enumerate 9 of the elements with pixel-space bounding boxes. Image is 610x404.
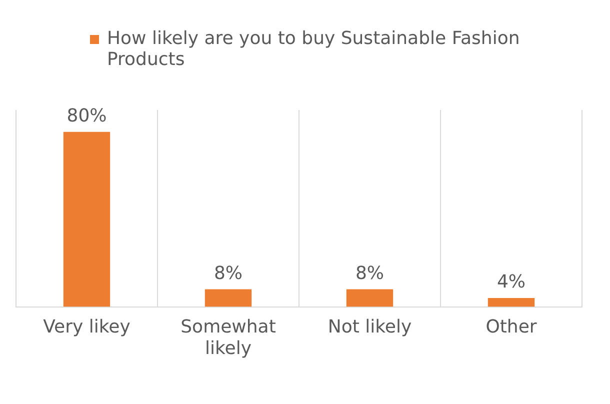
data-label: 8% (355, 262, 384, 284)
x-tick-label: Not likely (328, 316, 412, 338)
x-tick-label: Somewhat likely (180, 316, 276, 359)
x-tick-label: Other (486, 316, 538, 338)
data-label: 8% (214, 262, 243, 284)
data-label: 80% (66, 106, 107, 127)
x-tick-label: Very likey (43, 316, 131, 338)
legend-label: How likely are you to buy Sustainable Fashion Products (107, 28, 521, 70)
data-label: 4% (496, 272, 526, 293)
